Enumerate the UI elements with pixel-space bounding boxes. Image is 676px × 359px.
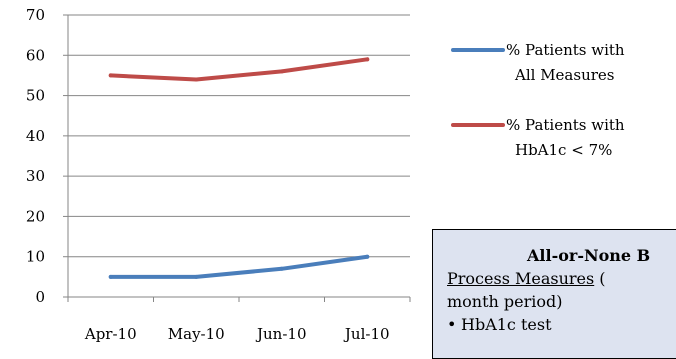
data-point [108,73,113,78]
y-tick-label: 70 [26,6,45,24]
y-tick-labels: 0 10 20 30 40 50 60 70 [26,6,45,306]
info-box-subtitle: Process Measures ( [447,267,676,290]
info-box: All-or-None B Process Measures ( month p… [432,229,676,359]
y-tick-label: 20 [26,207,45,225]
legend-label: HbA1c < 7% [515,141,612,159]
series-line-2 [108,57,370,82]
y-tick-label: 60 [26,46,45,64]
data-point [365,57,370,62]
y-tick-label: 50 [26,87,45,105]
x-tick-labels: Apr-10 May-10 Jun-10 Jul-10 [84,325,390,343]
data-point [279,266,284,271]
y-tick-label: 30 [26,167,45,185]
line-chart: 0 10 20 30 40 50 60 70 Apr-10 May-10 Jun-10 Jul-10… [26,6,625,343]
y-tick-label: 0 [35,288,45,306]
series-line-1 [108,254,370,279]
gridlines [68,14,410,258]
y-tick-label: 40 [26,127,45,145]
info-box-subtitle-underlined: Process Measures [447,269,595,288]
y-tick-label: 10 [26,248,45,266]
legend: % Patients with All Measures % Patients wi… [451,41,625,159]
data-point [194,77,199,82]
series-lines [108,57,370,279]
bullet-icon: • [447,315,457,334]
legend-label: All Measures [514,66,614,84]
info-box-subtitle-rest: ( [594,269,606,288]
legend-label: % Patients with [506,116,625,134]
info-box-title: All-or-None B [527,246,651,265]
x-tick-label: Jul-10 [343,325,390,343]
info-box-period: month period) [447,292,563,311]
x-tick-label: Apr-10 [84,325,137,343]
legend-label: % Patients with [506,41,625,59]
info-box-bullet: • HbA1c test [447,313,676,336]
x-tick-label: May-10 [168,325,225,343]
data-point [194,274,199,279]
x-tick-label: Jun-10 [255,325,307,343]
data-point [108,274,113,279]
info-box-bullet-text: HbA1c test [461,315,552,334]
axes [63,14,411,302]
data-point [279,69,284,74]
data-point [365,254,370,259]
